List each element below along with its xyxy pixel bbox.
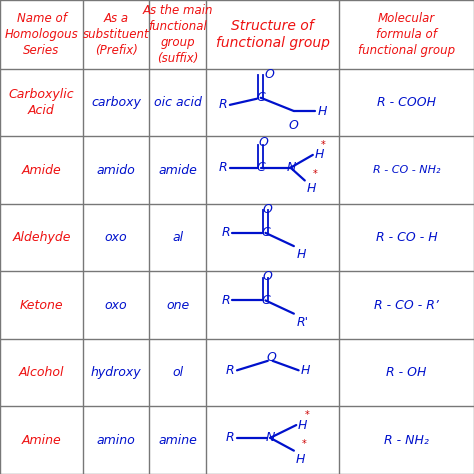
Text: C: C [256, 91, 265, 104]
Text: amino: amino [97, 434, 136, 447]
Text: N: N [265, 431, 275, 444]
Text: H: H [298, 419, 308, 431]
Text: al: al [172, 231, 183, 244]
Text: O: O [266, 351, 276, 364]
Text: ol: ol [172, 366, 183, 379]
Text: H: H [296, 453, 305, 465]
Text: R: R [219, 99, 228, 111]
Text: *: * [304, 410, 309, 420]
Text: R - COOH: R - COOH [377, 96, 436, 109]
Text: O: O [263, 203, 273, 216]
Text: N: N [287, 161, 296, 174]
Text: H: H [318, 105, 327, 118]
Text: R - OH: R - OH [386, 366, 427, 379]
Text: C: C [261, 294, 270, 307]
Text: H: H [296, 248, 306, 262]
Text: R - NH₂: R - NH₂ [384, 434, 429, 447]
Text: R - CO - NH₂: R - CO - NH₂ [373, 165, 440, 175]
Text: oic acid: oic acid [154, 96, 202, 109]
Text: carboxy: carboxy [91, 96, 141, 109]
Text: H: H [301, 364, 310, 377]
Text: Aldehyde: Aldehyde [12, 231, 71, 244]
Text: Molecular
formula of
functional group: Molecular formula of functional group [358, 12, 455, 57]
Text: Amide: Amide [22, 164, 61, 176]
Text: H: H [307, 182, 316, 195]
Text: R': R' [296, 316, 308, 329]
Text: R - CO - R’: R - CO - R’ [374, 299, 439, 311]
Text: hydroxy: hydroxy [91, 366, 141, 379]
Text: Name of
Homologous
Series: Name of Homologous Series [5, 12, 78, 57]
Text: As a
substituent
(Prefix): As a substituent (Prefix) [83, 12, 149, 57]
Text: R: R [221, 294, 230, 307]
Text: Amine: Amine [22, 434, 61, 447]
Text: *: * [313, 169, 318, 179]
Text: oxo: oxo [105, 231, 128, 244]
Text: *: * [321, 140, 326, 150]
Text: R: R [226, 431, 235, 444]
Text: H: H [315, 148, 324, 161]
Text: R: R [226, 364, 235, 377]
Text: amide: amide [158, 164, 197, 176]
Text: one: one [166, 299, 190, 311]
Text: O: O [258, 136, 268, 149]
Text: *: * [302, 439, 307, 449]
Text: R - CO - H: R - CO - H [375, 231, 438, 244]
Text: O: O [263, 270, 273, 283]
Text: R: R [221, 227, 230, 239]
Text: Carboxylic
Acid: Carboxylic Acid [9, 88, 74, 117]
Text: Ketone: Ketone [19, 299, 64, 311]
Text: C: C [261, 227, 270, 239]
Text: R: R [219, 161, 228, 174]
Text: O: O [264, 68, 274, 81]
Text: Structure of
functional group: Structure of functional group [216, 18, 329, 50]
Text: amine: amine [158, 434, 197, 447]
Text: C: C [256, 161, 265, 174]
Text: As the main
functional
group
(suffix): As the main functional group (suffix) [143, 4, 213, 65]
Text: amido: amido [97, 164, 136, 176]
Text: O: O [289, 118, 299, 132]
Text: oxo: oxo [105, 299, 128, 311]
Text: Alcohol: Alcohol [19, 366, 64, 379]
